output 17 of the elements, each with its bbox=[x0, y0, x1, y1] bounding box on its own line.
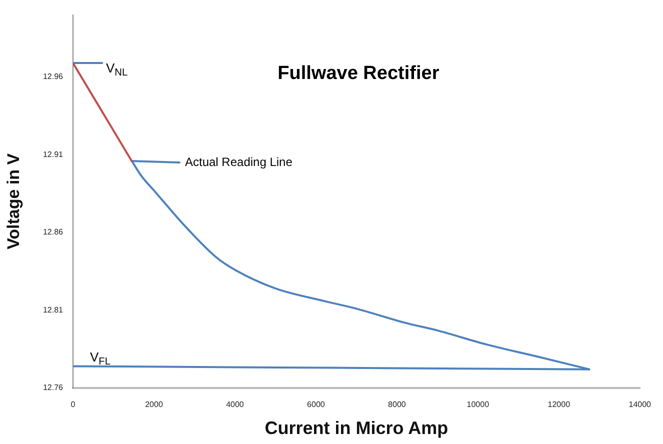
x-tick-label: 0 bbox=[70, 400, 76, 410]
annotation: Actual Reading Line bbox=[185, 155, 293, 170]
y-tick-label: 12.76 bbox=[42, 383, 64, 392]
x-tick-label: 4000 bbox=[226, 400, 244, 410]
x-tick-label: 6000 bbox=[307, 400, 326, 410]
x-tick-label: 2000 bbox=[145, 400, 164, 410]
x-tick-label: 10000 bbox=[466, 400, 490, 410]
y-axis-title: Voltage in V bbox=[4, 152, 23, 250]
y-tick-label: 12.86 bbox=[42, 228, 64, 237]
x-tick-label: 8000 bbox=[388, 400, 406, 410]
x-tick-label: 12000 bbox=[548, 400, 571, 410]
y-tick-label: 12.81 bbox=[42, 305, 64, 314]
text: Fullwave Rectifier bbox=[278, 63, 440, 84]
y-tick-label: 12.91 bbox=[42, 150, 64, 159]
x-axis-title: Current in Micro Amp bbox=[264, 418, 448, 438]
x-tick-label: 14000 bbox=[628, 400, 652, 410]
y-tick-label: 12.96 bbox=[42, 72, 64, 82]
